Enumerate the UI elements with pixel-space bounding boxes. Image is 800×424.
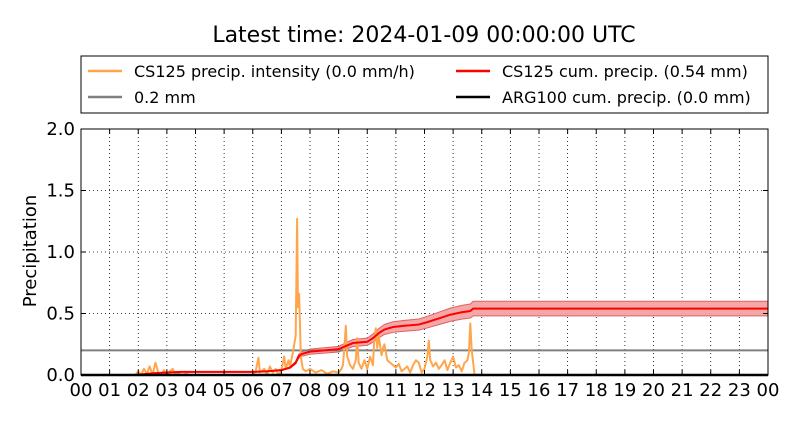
x-tick-label: 23 bbox=[728, 380, 751, 401]
y-tick-label: 0.5 bbox=[46, 304, 75, 325]
y-tick-label: 2.0 bbox=[46, 119, 75, 140]
x-tick-label: 00 bbox=[70, 380, 93, 401]
x-tick-label: 17 bbox=[556, 380, 579, 401]
legend-label-arg100: ARG100 cum. precip. (0.0 mm) bbox=[502, 88, 751, 107]
x-tick-label: 03 bbox=[155, 380, 178, 401]
x-tick-label: 05 bbox=[213, 380, 236, 401]
x-tick-label: 11 bbox=[384, 380, 407, 401]
x-tick-label: 14 bbox=[470, 380, 493, 401]
chart-title: Latest time: 2024-01-09 00:00:00 UTC bbox=[212, 23, 635, 48]
x-tick-label: 08 bbox=[299, 380, 322, 401]
legend-label-intensity: CS125 precip. intensity (0.0 mm/h) bbox=[134, 62, 415, 81]
x-tick-label: 15 bbox=[499, 380, 522, 401]
y-tick-label: 0.0 bbox=[46, 365, 75, 386]
legend: CS125 precip. intensity (0.0 mm/h) CS125 … bbox=[80, 55, 769, 114]
y-axis-label: Precipitation bbox=[20, 195, 41, 308]
y-tick-label: 1.5 bbox=[46, 181, 75, 202]
plot-area: 00 01 02 03 04 05 06 07 08 09 10 11 12 13 14 15 16 17 18 19… bbox=[46, 119, 779, 401]
x-tick-label: 16 bbox=[528, 380, 551, 401]
x-tick-label: 22 bbox=[699, 380, 722, 401]
y-tick-label: 1.0 bbox=[46, 242, 75, 263]
x-tick-label: 12 bbox=[413, 380, 436, 401]
x-tick-label: 13 bbox=[442, 380, 465, 401]
x-tick-label: 07 bbox=[270, 380, 293, 401]
x-tick-label: 00 bbox=[757, 380, 780, 401]
x-tick-label: 04 bbox=[184, 380, 207, 401]
x-tick-label: 21 bbox=[671, 380, 694, 401]
x-tick-label: 20 bbox=[642, 380, 665, 401]
legend-label-threshold: 0.2 mm bbox=[134, 88, 196, 107]
x-tick-label: 18 bbox=[585, 380, 608, 401]
x-tick-label: 10 bbox=[356, 380, 379, 401]
x-tick-label: 19 bbox=[613, 380, 636, 401]
legend-label-cumulative: CS125 cum. precip. (0.54 mm) bbox=[502, 62, 748, 81]
legend-box bbox=[80, 55, 769, 114]
cumulative-line bbox=[81, 307, 768, 376]
x-tick-label: 02 bbox=[127, 380, 150, 401]
x-tick-label: 09 bbox=[327, 380, 350, 401]
x-tick-label: 06 bbox=[241, 380, 264, 401]
x-tick-label: 01 bbox=[98, 380, 121, 401]
